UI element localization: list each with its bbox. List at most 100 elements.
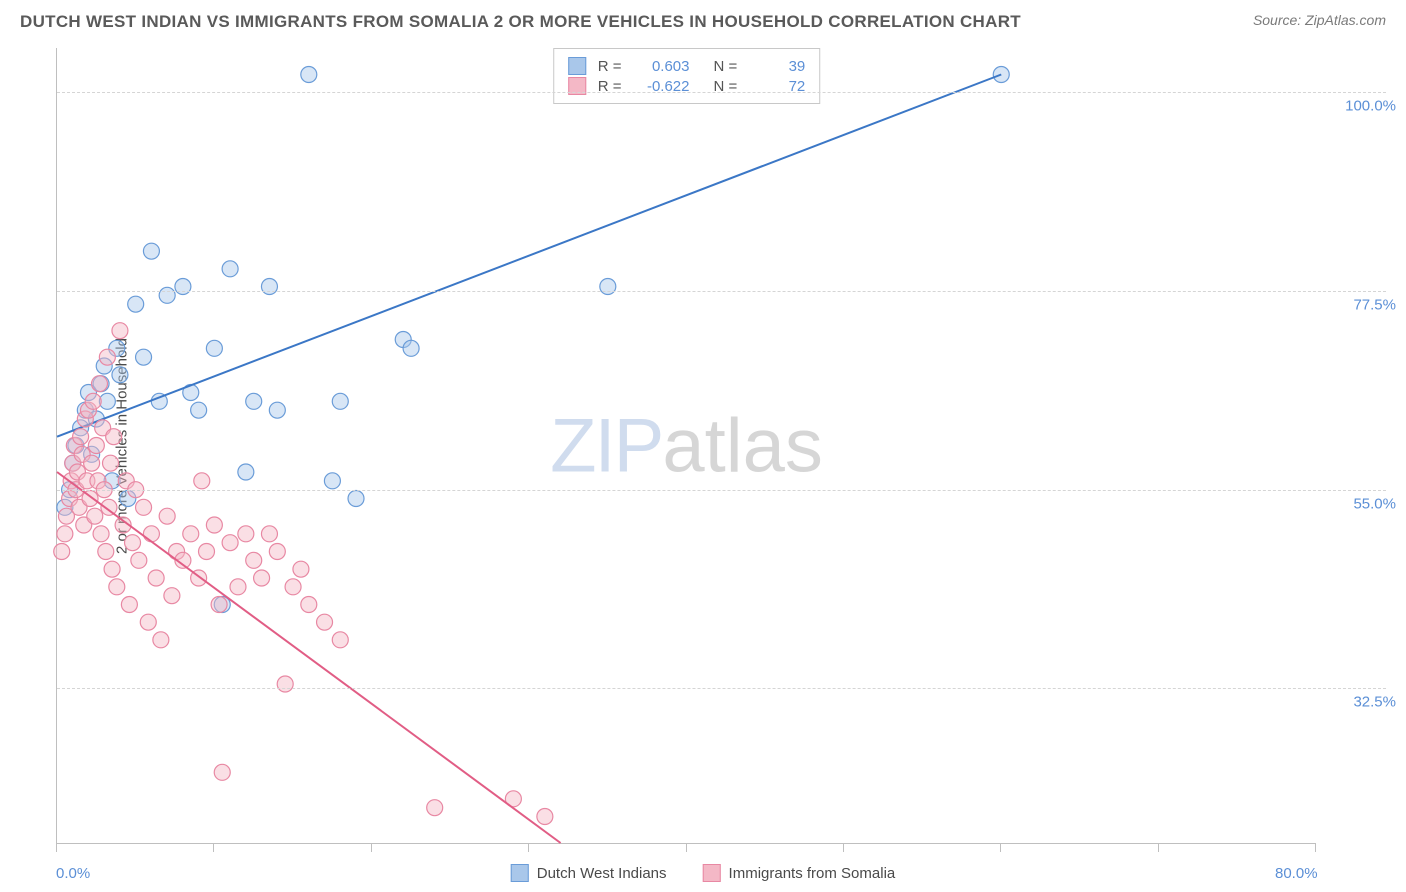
scatter-point bbox=[84, 455, 100, 471]
scatter-point bbox=[238, 464, 254, 480]
scatter-point bbox=[175, 279, 191, 295]
source-label: Source: ZipAtlas.com bbox=[1253, 12, 1386, 28]
y-tick-label: 100.0% bbox=[1345, 98, 1396, 115]
scatter-point bbox=[112, 323, 128, 339]
x-tick bbox=[528, 844, 529, 852]
legend-swatch bbox=[511, 864, 529, 882]
scatter-point bbox=[427, 800, 443, 816]
legend-r-value: 0.603 bbox=[630, 58, 690, 75]
x-tick bbox=[213, 844, 214, 852]
legend-r-label: R = bbox=[598, 58, 622, 75]
scatter-point bbox=[332, 393, 348, 409]
header: DUTCH WEST INDIAN VS IMMIGRANTS FROM SOM… bbox=[0, 0, 1406, 38]
grid-line bbox=[57, 291, 1386, 292]
scatter-point bbox=[277, 676, 293, 692]
legend-label: Dutch West Indians bbox=[537, 865, 667, 882]
grid-line bbox=[57, 688, 1386, 689]
scatter-point bbox=[99, 349, 115, 365]
scatter-point bbox=[54, 544, 70, 560]
chart-plot-area: ZIPatlas R =0.603N =39R =-0.622N =72 bbox=[56, 48, 1316, 844]
grid-line bbox=[57, 92, 1386, 93]
scatter-point bbox=[109, 579, 125, 595]
scatter-point bbox=[222, 535, 238, 551]
scatter-point bbox=[153, 632, 169, 648]
scatter-point bbox=[403, 340, 419, 356]
trendline bbox=[57, 75, 1001, 437]
x-tick bbox=[843, 844, 844, 852]
scatter-point bbox=[301, 67, 317, 83]
scatter-point bbox=[87, 508, 103, 524]
scatter-point bbox=[301, 597, 317, 613]
series-legend: Dutch West Indians Immigrants from Somali… bbox=[511, 864, 896, 882]
scatter-point bbox=[143, 526, 159, 542]
scatter-point bbox=[269, 544, 285, 560]
trendline bbox=[57, 472, 561, 843]
scatter-point bbox=[261, 279, 277, 295]
scatter-point bbox=[164, 588, 180, 604]
scatter-point bbox=[206, 340, 222, 356]
scatter-point bbox=[121, 597, 137, 613]
scatter-point bbox=[112, 367, 128, 383]
scatter-point bbox=[230, 579, 246, 595]
scatter-point bbox=[600, 279, 616, 295]
x-tick bbox=[1315, 844, 1316, 852]
scatter-point bbox=[73, 429, 89, 445]
scatter-point bbox=[136, 499, 152, 515]
scatter-point bbox=[103, 455, 119, 471]
x-tick bbox=[686, 844, 687, 852]
scatter-point bbox=[206, 517, 222, 533]
scatter-point bbox=[106, 429, 122, 445]
legend-n-value: 39 bbox=[745, 58, 805, 75]
scatter-point bbox=[238, 526, 254, 542]
scatter-point bbox=[199, 544, 215, 560]
scatter-point bbox=[136, 349, 152, 365]
scatter-point bbox=[93, 526, 109, 542]
x-axis-label: 80.0% bbox=[1275, 865, 1318, 882]
scatter-point bbox=[246, 552, 262, 568]
scatter-point bbox=[348, 491, 364, 507]
chart-title: DUTCH WEST INDIAN VS IMMIGRANTS FROM SOM… bbox=[20, 12, 1021, 32]
scatter-point bbox=[143, 243, 159, 259]
legend-label: Immigrants from Somalia bbox=[729, 865, 896, 882]
x-tick bbox=[1000, 844, 1001, 852]
x-tick bbox=[1158, 844, 1159, 852]
scatter-plot-svg bbox=[57, 48, 1316, 843]
scatter-point bbox=[194, 473, 210, 489]
scatter-point bbox=[317, 614, 333, 630]
x-tick bbox=[56, 844, 57, 852]
scatter-point bbox=[332, 632, 348, 648]
scatter-point bbox=[211, 597, 227, 613]
scatter-point bbox=[159, 508, 175, 524]
y-tick-label: 32.5% bbox=[1353, 694, 1396, 711]
legend-item: Immigrants from Somalia bbox=[703, 864, 896, 882]
scatter-point bbox=[57, 526, 73, 542]
scatter-point bbox=[261, 526, 277, 542]
scatter-point bbox=[324, 473, 340, 489]
scatter-point bbox=[91, 376, 107, 392]
x-axis-label: 0.0% bbox=[56, 865, 90, 882]
scatter-point bbox=[131, 552, 147, 568]
scatter-point bbox=[98, 544, 114, 560]
scatter-point bbox=[148, 570, 164, 586]
scatter-point bbox=[293, 561, 309, 577]
scatter-point bbox=[191, 402, 207, 418]
scatter-point bbox=[140, 614, 156, 630]
legend-item: Dutch West Indians bbox=[511, 864, 667, 882]
correlation-legend: R =0.603N =39R =-0.622N =72 bbox=[553, 48, 821, 104]
scatter-point bbox=[159, 287, 175, 303]
grid-line bbox=[57, 490, 1386, 491]
scatter-point bbox=[88, 438, 104, 454]
scatter-point bbox=[214, 764, 230, 780]
x-tick bbox=[371, 844, 372, 852]
legend-swatch bbox=[568, 57, 586, 75]
scatter-point bbox=[246, 393, 262, 409]
y-tick-label: 77.5% bbox=[1353, 296, 1396, 313]
legend-row: R = 0.603 N = 39 bbox=[568, 57, 806, 75]
legend-n-label: N = bbox=[714, 58, 738, 75]
scatter-point bbox=[85, 393, 101, 409]
scatter-point bbox=[104, 561, 120, 577]
scatter-point bbox=[125, 535, 141, 551]
y-tick-label: 55.0% bbox=[1353, 495, 1396, 512]
scatter-point bbox=[269, 402, 285, 418]
legend-swatch bbox=[703, 864, 721, 882]
